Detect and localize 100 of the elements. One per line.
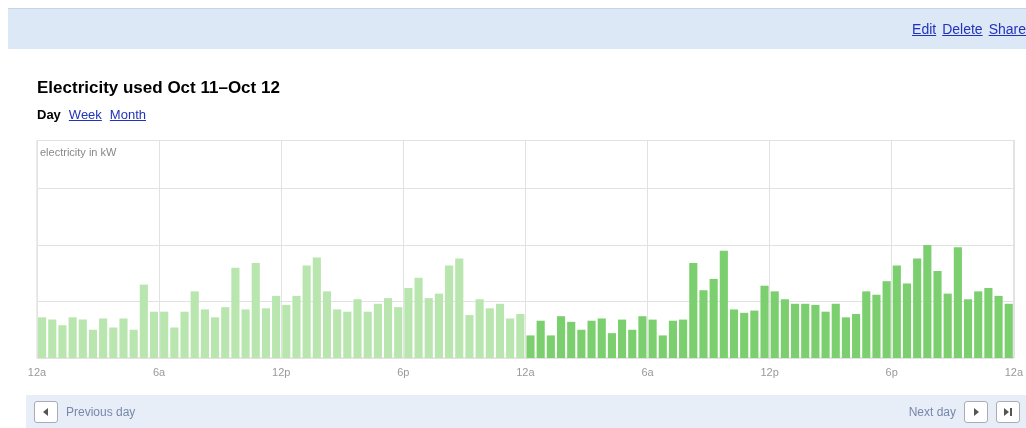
bar bbox=[475, 299, 484, 358]
bar bbox=[1004, 303, 1013, 358]
bar bbox=[801, 303, 810, 358]
bar bbox=[322, 291, 332, 358]
bar bbox=[556, 316, 566, 358]
bar bbox=[536, 320, 545, 358]
bar bbox=[495, 303, 505, 358]
bar bbox=[597, 318, 606, 358]
bar bbox=[831, 303, 840, 358]
x-tick-label: 12a bbox=[1004, 365, 1024, 378]
bar bbox=[872, 294, 881, 358]
bar bbox=[465, 315, 474, 358]
bar bbox=[852, 313, 861, 358]
bar bbox=[119, 318, 128, 358]
bar bbox=[272, 295, 281, 358]
text: Week bbox=[68, 107, 102, 122]
bar bbox=[363, 311, 372, 358]
bar bbox=[129, 329, 138, 358]
bar bbox=[241, 309, 250, 358]
text: electricity in kW bbox=[40, 145, 118, 158]
bar bbox=[404, 287, 413, 358]
text: Next day bbox=[908, 404, 956, 419]
bar bbox=[892, 265, 901, 358]
bar bbox=[994, 295, 1003, 358]
bar bbox=[506, 318, 515, 358]
bar bbox=[485, 308, 494, 358]
bar bbox=[160, 311, 169, 358]
bar bbox=[38, 317, 47, 358]
x-tick-label: 12a bbox=[516, 365, 536, 378]
bar bbox=[48, 319, 57, 358]
bar bbox=[841, 317, 850, 358]
text: Edit bbox=[912, 21, 937, 37]
bar bbox=[811, 304, 820, 358]
bar bbox=[628, 329, 637, 358]
bar bbox=[618, 319, 627, 358]
bar bbox=[58, 325, 67, 358]
bar bbox=[902, 283, 912, 358]
bar bbox=[699, 290, 708, 358]
bar bbox=[434, 293, 443, 358]
bar bbox=[821, 311, 830, 358]
bar bbox=[729, 309, 739, 358]
bar bbox=[516, 313, 525, 358]
bar bbox=[740, 312, 749, 358]
x-tick-label: 12p bbox=[272, 365, 291, 378]
bar bbox=[689, 263, 698, 358]
text: Day bbox=[37, 107, 61, 122]
bar bbox=[373, 303, 382, 358]
bar bbox=[780, 299, 789, 358]
text: Share bbox=[988, 21, 1026, 37]
bar bbox=[709, 278, 718, 358]
bar bbox=[953, 247, 962, 358]
bar bbox=[353, 299, 362, 358]
bar bbox=[302, 265, 311, 358]
bar bbox=[719, 250, 728, 358]
bar bbox=[750, 310, 759, 358]
bar bbox=[394, 307, 403, 358]
bar bbox=[414, 277, 423, 358]
bar bbox=[78, 319, 87, 358]
text: Month bbox=[109, 107, 146, 122]
bar bbox=[638, 316, 647, 358]
bar bbox=[170, 327, 179, 358]
bar bbox=[139, 284, 148, 358]
x-tick-label: 6p bbox=[397, 365, 410, 378]
bar bbox=[668, 320, 678, 358]
bar bbox=[251, 263, 260, 358]
bar bbox=[546, 335, 555, 358]
bar bbox=[149, 311, 159, 358]
bar bbox=[312, 257, 321, 358]
bar bbox=[933, 271, 942, 358]
bar bbox=[231, 267, 240, 358]
bar bbox=[261, 308, 271, 358]
bar bbox=[567, 321, 576, 358]
bar bbox=[882, 281, 891, 358]
x-tick-label: 6a bbox=[152, 365, 167, 378]
bar bbox=[333, 309, 342, 358]
x-tick-label: 6a bbox=[641, 365, 655, 378]
bar bbox=[68, 317, 77, 358]
bar bbox=[760, 285, 769, 358]
bar bbox=[383, 298, 393, 358]
bar bbox=[424, 298, 433, 358]
bar bbox=[88, 329, 98, 358]
bar bbox=[282, 304, 291, 358]
x-tick-label: 12a bbox=[27, 365, 48, 378]
bar bbox=[526, 335, 535, 358]
bar bbox=[200, 309, 209, 358]
x-tick-label: 6p bbox=[885, 365, 898, 378]
bar bbox=[974, 291, 983, 358]
bar bbox=[292, 295, 301, 358]
bar bbox=[658, 335, 667, 358]
bar bbox=[343, 311, 352, 358]
bar bbox=[587, 320, 596, 358]
bar bbox=[943, 293, 952, 358]
bar bbox=[445, 265, 454, 358]
bar bbox=[455, 258, 464, 358]
bar bbox=[109, 327, 118, 358]
bar bbox=[577, 329, 586, 358]
bar bbox=[211, 317, 220, 358]
bar bbox=[648, 319, 657, 358]
bar bbox=[770, 291, 779, 358]
bar bbox=[984, 287, 993, 358]
